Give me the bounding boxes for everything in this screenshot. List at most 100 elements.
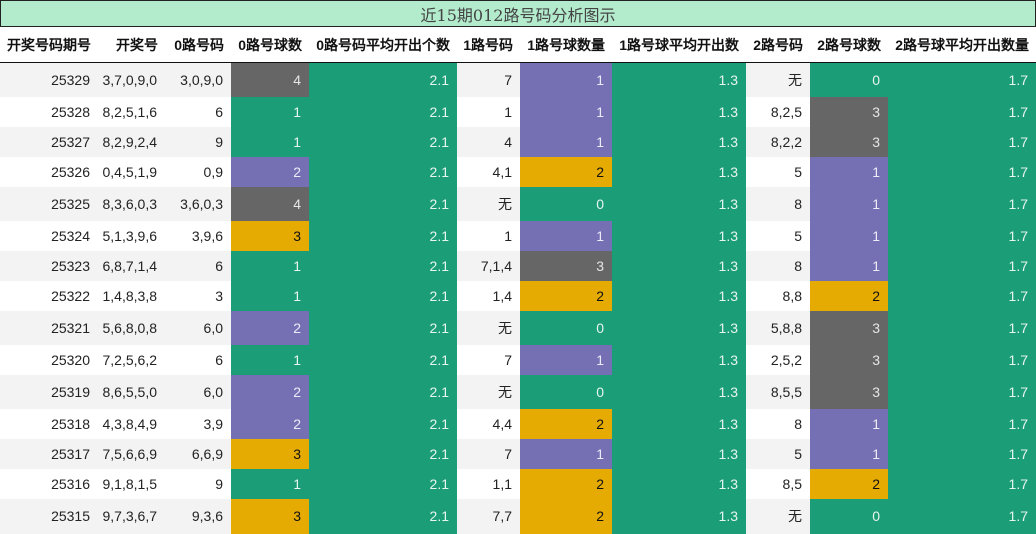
- table-cell: 无: [746, 62, 810, 97]
- table-row: 25329 3,7,0,9,0 3,0,9,0 4 2.1 7 1 1.3 无 0 1.7: [0, 62, 1036, 97]
- table-cell: 3: [810, 310, 888, 345]
- table-cell: 3: [810, 374, 888, 409]
- table-cell: 1,1: [457, 468, 520, 499]
- table-cell: 1.3: [612, 374, 746, 409]
- table-cell: 25324: [0, 220, 98, 251]
- table-cell: 3: [520, 250, 612, 281]
- table-row: 25317 7,5,6,6,9 6,6,9 3 2.1 7 1 1.3 5 1 1.7: [0, 438, 1036, 469]
- table-cell: 1.3: [612, 310, 746, 345]
- table-cell: 1.3: [612, 438, 746, 469]
- table-cell: 9,1,8,1,5: [98, 468, 165, 499]
- table-cell: 4: [231, 186, 309, 221]
- table-row: 25325 8,3,6,0,3 3,6,0,3 4 2.1 无 0 1.3 8 1 1.7: [0, 186, 1036, 221]
- table-cell: 9,7,3,6,7: [98, 498, 165, 534]
- table-cell: 25319: [0, 374, 98, 409]
- table-cell: 6,8,7,1,4: [98, 250, 165, 281]
- table-cell: 2: [520, 156, 612, 187]
- table-row: 25323 6,8,7,1,4 6 1 2.1 7,1,4 3 1.3 8 1 1.7: [0, 250, 1036, 281]
- table-cell: 1.7: [888, 310, 1036, 345]
- table-cell: 7: [457, 62, 520, 97]
- table-cell: 1.3: [612, 468, 746, 499]
- table-cell: 6,0: [165, 374, 231, 409]
- analysis-table: 开奖号码期号 开奖号 0路号码 0路号球数 0路号码平均开出个数 1路号码 1路号球数量 1路…: [0, 27, 1036, 534]
- table-cell: 1: [231, 96, 309, 127]
- table-row: 25321 5,6,8,0,8 6,0 2 2.1 无 0 1.3 5,8,8 3 1.7: [0, 310, 1036, 345]
- table-cell: 7: [457, 438, 520, 469]
- table-cell: 3: [810, 126, 888, 157]
- table-row: 25322 1,4,8,3,8 3 1 2.1 1,4 2 1.3 8,8 2 1.7: [0, 280, 1036, 311]
- table-row: 25320 7,2,5,6,2 6 1 2.1 7 1 1.3 2,5,2 3 1.7: [0, 344, 1036, 375]
- table-cell: 1: [231, 344, 309, 375]
- table-cell: 1: [810, 220, 888, 251]
- table-cell: 无: [746, 498, 810, 534]
- column-header: 2路号球平均开出数量: [888, 27, 1036, 63]
- table-cell: 3: [165, 280, 231, 311]
- table-cell: 1: [520, 96, 612, 127]
- table-cell: 1: [457, 220, 520, 251]
- table-cell: 3: [810, 344, 888, 375]
- table-cell: 1.7: [888, 250, 1036, 281]
- table-cell: 8,8: [746, 280, 810, 311]
- table-cell: 1: [810, 438, 888, 469]
- table-cell: 1,4: [457, 280, 520, 311]
- header-row: 开奖号码期号 开奖号 0路号码 0路号球数 0路号码平均开出个数 1路号码 1路号球数量 1路…: [0, 27, 1036, 63]
- table-cell: 3: [231, 498, 309, 534]
- column-header: 0路号码平均开出个数: [309, 27, 457, 63]
- table-cell: 1.7: [888, 344, 1036, 375]
- table-cell: 25315: [0, 498, 98, 534]
- table-cell: 2.1: [309, 374, 457, 409]
- table-cell: 1: [810, 156, 888, 187]
- table-cell: 1.3: [612, 344, 746, 375]
- table-cell: 1.3: [612, 186, 746, 221]
- table-cell: 7,1,4: [457, 250, 520, 281]
- table-cell: 1.7: [888, 126, 1036, 157]
- table-cell: 3,9,6: [165, 220, 231, 251]
- table-cell: 2: [520, 498, 612, 534]
- table-cell: 7: [457, 344, 520, 375]
- table-cell: 1.7: [888, 62, 1036, 97]
- table-cell: 1: [810, 186, 888, 221]
- table-row: 25328 8,2,5,1,6 6 1 2.1 1 1 1.3 8,2,5 3 1.7: [0, 96, 1036, 127]
- column-header: 1路号码: [457, 27, 520, 63]
- table-row: 25326 0,4,5,1,9 0,9 2 2.1 4,1 2 1.3 5 1 1.7: [0, 156, 1036, 187]
- table-cell: 25317: [0, 438, 98, 469]
- table-cell: 2.1: [309, 344, 457, 375]
- table-cell: 2: [810, 280, 888, 311]
- table-cell: 2: [810, 468, 888, 499]
- column-header: 开奖号: [98, 27, 165, 63]
- table-cell: 0: [520, 310, 612, 345]
- table-cell: 1.7: [888, 186, 1036, 221]
- table-row: 25327 8,2,9,2,4 9 1 2.1 4 1 1.3 8,2,2 3 1.7: [0, 126, 1036, 157]
- column-header: 0路号球数: [231, 27, 309, 63]
- table-cell: 9: [165, 468, 231, 499]
- table-cell: 8,2,5: [746, 96, 810, 127]
- table-cell: 无: [457, 186, 520, 221]
- table-cell: 1: [520, 344, 612, 375]
- table-cell: 8,5: [746, 468, 810, 499]
- table-cell: 1.3: [612, 62, 746, 97]
- table-cell: 2.1: [309, 186, 457, 221]
- table-cell: 4: [231, 62, 309, 97]
- table-cell: 5: [746, 438, 810, 469]
- table-cell: 3,7,0,9,0: [98, 62, 165, 97]
- table-cell: 1: [520, 62, 612, 97]
- table-cell: 5,1,3,9,6: [98, 220, 165, 251]
- table-cell: 1.3: [612, 408, 746, 439]
- table-cell: 1: [231, 126, 309, 157]
- table-cell: 2: [520, 280, 612, 311]
- table-cell: 25329: [0, 62, 98, 97]
- table-row: 25324 5,1,3,9,6 3,9,6 3 2.1 1 1 1.3 5 1 1.7: [0, 220, 1036, 251]
- table-cell: 0: [520, 186, 612, 221]
- table-cell: 8,6,5,5,0: [98, 374, 165, 409]
- table-cell: 1,4,8,3,8: [98, 280, 165, 311]
- table-cell: 4,1: [457, 156, 520, 187]
- table-row: 25319 8,6,5,5,0 6,0 2 2.1 无 0 1.3 8,5,5 3 1.7: [0, 374, 1036, 409]
- table-cell: 9,3,6: [165, 498, 231, 534]
- table-cell: 1: [520, 220, 612, 251]
- table-cell: 25327: [0, 126, 98, 157]
- table-cell: 2.1: [309, 468, 457, 499]
- table-cell: 25318: [0, 408, 98, 439]
- table-cell: 25323: [0, 250, 98, 281]
- column-header: 0路号码: [165, 27, 231, 63]
- table-row: 25315 9,7,3,6,7 9,3,6 3 2.1 7,7 2 1.3 无 0 1.7: [0, 498, 1036, 534]
